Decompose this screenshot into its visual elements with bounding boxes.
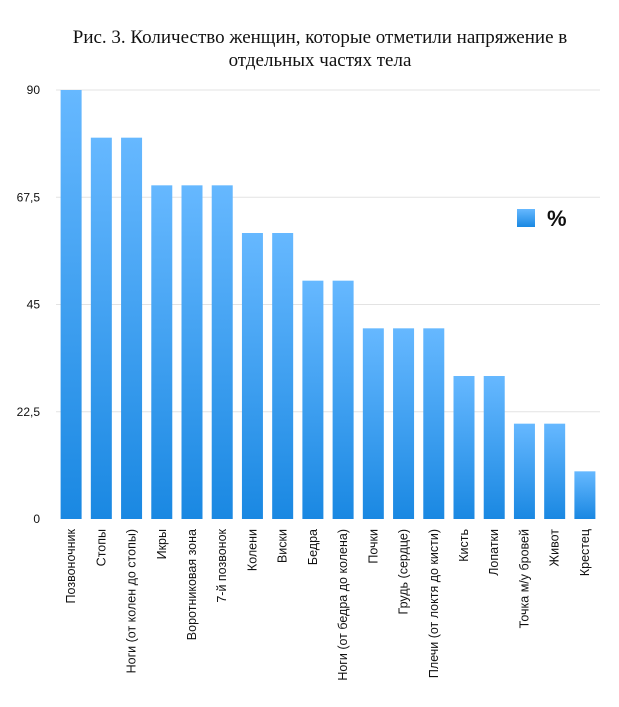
- y-axis: 0 22,5 45 67,5 90: [17, 83, 41, 526]
- y-tick-label: 22,5: [17, 405, 41, 419]
- bar: [90, 137, 112, 520]
- y-tick-label: 0: [33, 512, 40, 526]
- x-tick-label: Ноги (от колен до стопы): [125, 529, 139, 673]
- x-tick-label: Кисть: [457, 529, 471, 562]
- y-tick-label: 67,5: [17, 190, 41, 204]
- x-tick-label: 7-й позвонок: [215, 528, 229, 602]
- y-tick-label: 45: [27, 298, 41, 312]
- bar: [362, 328, 384, 519]
- bar: [393, 328, 415, 519]
- x-tick-label: Колени: [245, 529, 259, 571]
- bar: [241, 233, 263, 519]
- bar: [211, 185, 233, 519]
- x-tick-label: Бедра: [306, 529, 320, 565]
- legend: %: [517, 206, 567, 231]
- x-tick-label: Точка м/у бровей: [517, 529, 531, 628]
- x-tick-label: Икры: [155, 529, 169, 559]
- x-axis: Позвоночник Стопы Ноги (от колен до стопы)…: [64, 528, 592, 680]
- bar: [544, 423, 566, 519]
- bar: [302, 280, 324, 519]
- legend-label: %: [547, 206, 567, 231]
- bar: [121, 137, 143, 520]
- bar: [513, 423, 535, 519]
- x-tick-label: Грудь (сердце): [397, 529, 411, 614]
- x-tick-label: Позвоночник: [64, 528, 78, 603]
- y-tick-label: 90: [27, 83, 41, 97]
- bar: [60, 90, 82, 519]
- bar: [574, 471, 596, 519]
- x-tick-label: Почки: [366, 529, 380, 564]
- bar: [453, 376, 475, 519]
- x-tick-label: Плечи (от локтя до кисти): [427, 529, 441, 678]
- x-tick-label: Ноги (от бедра до колена): [336, 529, 350, 681]
- chart-title: Рис. 3. Количество женщин, которые отмет…: [72, 27, 568, 71]
- bar: [272, 233, 294, 519]
- x-tick-label: Виски: [276, 529, 290, 563]
- x-tick-label: Воротниковая зона: [185, 529, 199, 640]
- bar: [423, 328, 445, 519]
- bar: [181, 185, 203, 519]
- bar: [151, 185, 173, 519]
- bar: [483, 376, 505, 519]
- x-tick-label: Живот: [548, 529, 562, 567]
- x-tick-label: Стопы: [94, 529, 108, 566]
- legend-swatch: [517, 209, 535, 227]
- x-tick-label: Лопатки: [487, 529, 501, 576]
- bar: [332, 280, 354, 519]
- x-tick-label: Крестец: [578, 529, 592, 576]
- bars: [60, 90, 596, 520]
- gridlines: [56, 89, 600, 413]
